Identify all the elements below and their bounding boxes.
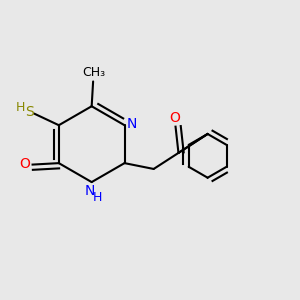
Text: O: O xyxy=(19,157,30,171)
Text: S: S xyxy=(26,105,34,119)
Text: H: H xyxy=(93,191,102,204)
Text: CH₃: CH₃ xyxy=(82,66,105,79)
Text: O: O xyxy=(169,111,180,125)
Text: N: N xyxy=(85,184,95,198)
Text: H: H xyxy=(15,100,25,114)
Text: N: N xyxy=(127,117,137,131)
